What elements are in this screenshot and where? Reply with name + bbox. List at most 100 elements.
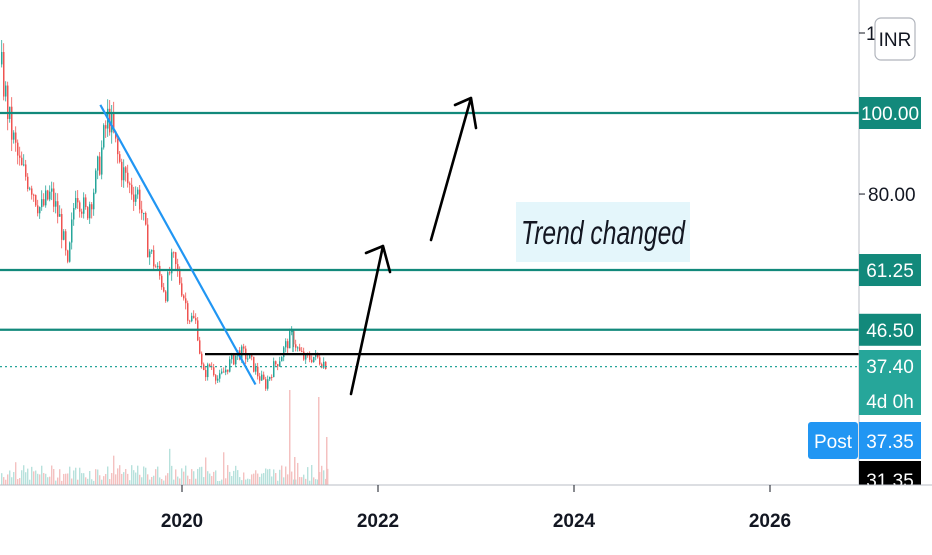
candle-body [133,194,135,202]
candle-body [39,207,41,214]
volume-bar [309,480,311,485]
volume-bar [241,480,243,485]
candle-body [309,355,311,360]
volume-bar [37,473,39,485]
candle-body [299,347,301,351]
volume-bar [211,476,213,485]
candle-body [117,138,119,155]
volume-bar [237,470,239,485]
candle-body [37,205,39,214]
candle-body [225,369,227,373]
volume-bar [207,471,209,485]
volume-bar [261,473,263,485]
volume-bar [35,470,37,485]
volume-bar [85,477,87,485]
time-tick-label: 2020 [161,511,203,532]
volume-bar [77,479,79,485]
candle-body [125,167,127,173]
volume-bar [193,471,195,485]
volume-bar [263,473,265,485]
volume-bar [15,462,17,485]
level-price-label: 61.25 [866,261,914,282]
candle-body [135,194,137,202]
volume-bar [159,477,161,485]
candle-body [1,52,3,65]
time-axis[interactable]: 2020 2022 2024 2026 [161,485,791,532]
candle-body [27,176,29,189]
candle-body [129,183,131,185]
candle-body [99,156,101,175]
candle-body [169,272,171,274]
volume-bar [123,472,125,485]
volume-bar [51,465,53,485]
candle-body [61,214,63,240]
level-price-tag [859,313,921,346]
candle-body [293,331,295,345]
candle-body [5,85,7,97]
volume-bar [129,480,131,485]
volume-bar [179,478,181,485]
candle-body [189,320,191,322]
volume-bar [289,390,291,485]
candle-body [83,197,85,214]
candle-body [71,219,73,243]
trend-annotation[interactable]: Trend changed [516,202,690,262]
volume-bar [17,479,19,485]
candle-body [285,341,287,348]
candle-body [305,354,307,360]
volume-bar [27,468,29,485]
candle-body [77,198,79,203]
volume-bar [95,469,97,485]
candle-body [163,287,165,292]
candle-body [25,164,27,177]
volume-bar [83,473,85,485]
candle-body [123,167,125,181]
volume-bar [39,474,41,485]
candle-body [191,315,193,322]
volume-bar [191,469,193,485]
candle-body [95,170,97,193]
candle-body [269,376,271,380]
arrow-up-icon [429,96,478,242]
volume-bar [201,466,203,485]
volume-bar [283,477,285,485]
volume-bar [301,477,303,485]
post-market-price-label: 37.35 [866,432,914,453]
volume-bar [75,467,77,485]
candle-body [21,157,23,166]
volume-bar [255,470,257,485]
volume-bar [205,457,207,485]
candle-body [147,224,149,258]
candle-body [79,202,81,212]
volume-bar [143,466,145,485]
volume-bar [29,479,31,485]
volume-bar [43,473,45,485]
candle-body [219,373,221,379]
candle-body [261,374,263,381]
candle-body [111,112,113,133]
volume-bar [287,474,289,485]
candle-body [323,361,325,368]
currency-button[interactable]: INR [874,17,916,61]
volume-bar [175,469,177,485]
candle-body [213,367,215,376]
volume-bar [297,462,299,485]
time-tick-label: 2026 [749,511,791,532]
volume-bar [311,465,313,485]
candle-body [7,85,9,119]
candle-body [251,355,253,357]
volume-bar [173,479,175,485]
candle-body [173,252,175,254]
candle-body [217,378,219,381]
countdown-label: 4d 0h [866,392,914,413]
volume-bar [235,465,237,485]
candle-body [143,213,145,215]
candle-body [23,164,25,166]
volume-bar [141,477,143,485]
volume-bar [105,473,107,485]
volume-bar [115,474,117,485]
volume-bar [325,478,327,485]
